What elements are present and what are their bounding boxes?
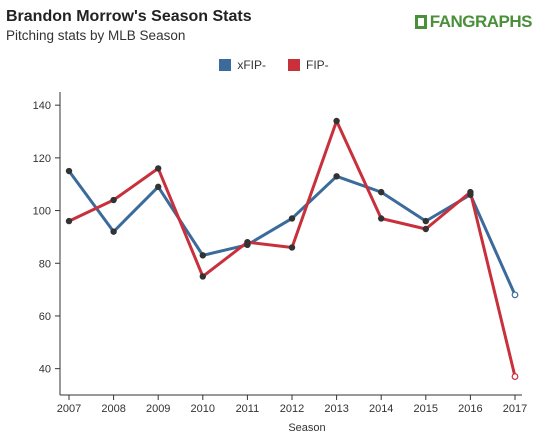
chart-legend: xFIP- FIP- xyxy=(0,58,548,72)
y-tick-label: 120 xyxy=(33,153,51,165)
x-tick-label: 2009 xyxy=(146,403,170,415)
x-tick-label: 2008 xyxy=(101,403,125,415)
legend-item-xfip[interactable]: xFIP- xyxy=(219,58,266,72)
x-tick-label: 2007 xyxy=(57,403,81,415)
data-point-xfip xyxy=(333,173,340,180)
logo-text-graphs: GRAPHS xyxy=(462,12,532,31)
logo-text-fan: FAN xyxy=(429,12,463,31)
data-point-xfip xyxy=(65,167,73,175)
data-point-xfip xyxy=(378,188,385,196)
data-point-xfip xyxy=(154,183,162,191)
legend-item-fip[interactable]: FIP- xyxy=(288,58,329,72)
y-tick-label: 60 xyxy=(39,311,51,323)
legend-swatch-xfip xyxy=(219,59,232,71)
data-point-xfip xyxy=(511,291,519,299)
data-point-fip xyxy=(333,117,340,125)
data-point-xfip xyxy=(422,217,429,225)
x-tick-label: 2011 xyxy=(236,403,260,415)
data-point-fip xyxy=(154,165,162,172)
data-point-fip xyxy=(110,196,117,204)
x-tick-label: 2016 xyxy=(458,403,482,415)
legend-label-fip: FIP- xyxy=(306,58,329,72)
data-point-fip xyxy=(467,188,474,196)
data-point-fip xyxy=(199,273,206,280)
legend-label-xfip: xFIP- xyxy=(237,58,266,72)
x-axis-label: Season xyxy=(288,422,325,434)
x-tick-label: 2017 xyxy=(503,403,527,415)
fangraphs-logo[interactable]: FAN GRAPHS xyxy=(414,12,532,32)
data-point-xfip xyxy=(288,215,296,222)
data-point-fip xyxy=(288,244,296,251)
y-tick-label: 40 xyxy=(39,364,51,376)
y-tick-label: 80 xyxy=(39,258,51,270)
data-point-fip xyxy=(65,217,73,225)
x-tick-label: 2012 xyxy=(280,403,304,415)
data-point-fip xyxy=(511,373,519,380)
y-tick-label: 140 xyxy=(33,100,51,112)
legend-swatch-fip xyxy=(288,59,300,71)
fangraphs-logo-icon xyxy=(414,15,427,29)
x-tick-label: 2013 xyxy=(324,403,348,415)
x-tick-label: 2010 xyxy=(191,403,215,415)
data-point-xfip xyxy=(110,228,117,235)
series-line-xfip xyxy=(67,170,517,296)
chart-subtitle: Pitching stats by MLB Season xyxy=(6,28,186,43)
x-tick-label: 2014 xyxy=(369,403,393,415)
data-point-xfip xyxy=(199,252,206,259)
x-tick-label: 2015 xyxy=(414,403,438,415)
chart-title: Brandon Morrow's Season Stats xyxy=(6,8,252,25)
data-point-fip xyxy=(378,215,385,222)
data-point-fip xyxy=(422,225,429,233)
y-tick-label: 100 xyxy=(33,206,51,218)
data-point-fip xyxy=(244,238,251,246)
